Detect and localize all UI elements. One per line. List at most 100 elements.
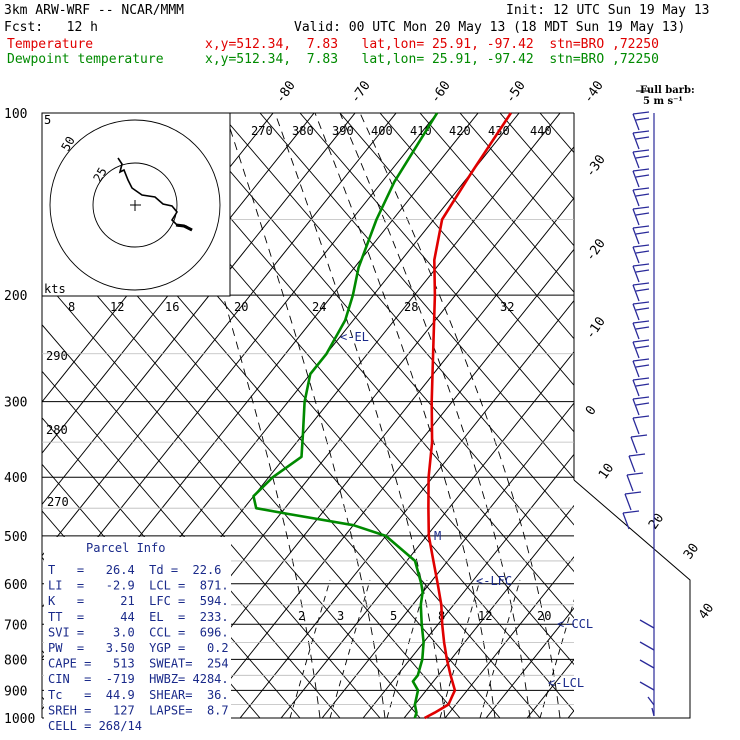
wind-barb-flag bbox=[632, 149, 650, 153]
barb-legend: Full barb: 5 m s⁻¹ bbox=[636, 85, 695, 107]
wind-barb-flag bbox=[635, 155, 650, 159]
dry-adiabat-label: 400 bbox=[371, 124, 393, 138]
pressure-tick-label: 100 bbox=[4, 107, 27, 122]
wind-barb-flag bbox=[632, 396, 650, 400]
isotherm-line bbox=[42, 113, 397, 557]
thetae-label: 8 bbox=[68, 300, 75, 314]
mixing-ratio-label: 5 bbox=[390, 609, 397, 623]
wind-barb-flag bbox=[635, 212, 650, 216]
isotherm-tick-label: -20 bbox=[583, 236, 609, 264]
wind-barb-flag bbox=[635, 307, 650, 311]
thetae-label: 28 bbox=[404, 300, 418, 314]
wind-barb-flag bbox=[632, 415, 650, 419]
level-annotations: <-EL <-LFC <-CCL <-LCL M bbox=[340, 330, 593, 690]
wind-barb-flag bbox=[635, 364, 650, 368]
wind-barb-flag bbox=[632, 187, 650, 191]
dry-adiabat-label: 270 bbox=[251, 124, 273, 138]
pressure-tick-label: 300 bbox=[4, 396, 27, 411]
isotherm-line bbox=[42, 113, 315, 454]
wind-barb bbox=[624, 493, 632, 511]
wind-barb-flag bbox=[628, 453, 646, 457]
wind-barbs bbox=[622, 111, 655, 717]
header: 3km ARW-WRF -- NCAR/MMM Init: 12 UTC Sun… bbox=[4, 3, 710, 67]
pressure-tick-label: 800 bbox=[4, 653, 27, 668]
wind-barb-flag bbox=[635, 117, 650, 121]
wind-barb bbox=[632, 151, 640, 169]
hodograph-ring-50: 50 bbox=[58, 134, 77, 154]
parcel-info-row: PW = 3.50 YGP = 0.2 bbox=[48, 641, 229, 655]
wind-barb-low bbox=[639, 641, 655, 651]
wind-barb-flag bbox=[635, 269, 650, 273]
wind-barb-flag bbox=[635, 345, 650, 349]
isotherm-tick-label: -80 bbox=[273, 78, 299, 106]
mixing-ratio-label: 3 bbox=[337, 609, 344, 623]
isotherm-tick-label: -30 bbox=[583, 152, 609, 180]
dry-adiabat-line bbox=[179, 113, 574, 573]
wind-barb-low bbox=[639, 659, 655, 669]
isotherm-line bbox=[321, 402, 574, 718]
dry-adiabat-label: 380 bbox=[292, 124, 314, 138]
isotherm-tick-label: -50 bbox=[503, 78, 529, 106]
wind-barb bbox=[632, 265, 640, 283]
dewpoint-info: x,y=512.34, 7.83 lat,lon= 25.91, -97.42 … bbox=[205, 52, 659, 67]
isotherm-line bbox=[42, 113, 438, 608]
wind-barb bbox=[632, 303, 640, 321]
isotherm-line bbox=[239, 299, 574, 718]
wind-barb-flag bbox=[632, 339, 650, 343]
wind-barb-flag bbox=[632, 111, 650, 115]
wind-barb bbox=[628, 455, 636, 473]
pressure-tick-label: 600 bbox=[4, 578, 27, 593]
parcel-info-row: LI = -2.9 LCL = 871. bbox=[48, 579, 229, 593]
dry-adiabat-line bbox=[219, 113, 574, 526]
dry-adiabat-line bbox=[259, 113, 574, 480]
forecast-hour: Fcst: 12 h bbox=[4, 20, 98, 35]
wind-barb-flag bbox=[632, 168, 650, 172]
parcel-info-box: Parcel Info T = 26.4 Td = 22.6 LI = -2.9 … bbox=[44, 537, 231, 733]
init-time: Init: 12 UTC Sun 19 May 13 bbox=[506, 3, 710, 18]
dry-adiabat-line bbox=[339, 113, 574, 386]
isotherm-line bbox=[485, 607, 574, 718]
isotherm-tick-label: 10 bbox=[596, 461, 617, 482]
dry-adiabat-line bbox=[419, 113, 574, 293]
profile-series bbox=[252, 112, 512, 720]
parcel-info-row: CELL = 268/14 bbox=[48, 719, 142, 733]
wind-barb-flag bbox=[635, 250, 650, 254]
parcel-info-row: TT = 44 EL = 233. bbox=[48, 610, 229, 624]
hodograph-unit: kts bbox=[44, 282, 66, 296]
mixing-ratio-line bbox=[329, 579, 371, 718]
barb-legend-line1: Full barb: bbox=[640, 85, 695, 96]
pressure-tick-label: 900 bbox=[4, 684, 27, 699]
dry-adiabat-line bbox=[42, 370, 341, 718]
mixing-ratio-label: 20 bbox=[537, 609, 551, 623]
mixing-ratio-line bbox=[479, 579, 521, 718]
wind-barb-flag bbox=[632, 282, 650, 286]
parcel-info-row: K = 21 LFC = 594. bbox=[48, 594, 229, 608]
isotherm-tick-label: 40 bbox=[696, 601, 717, 622]
isotherm-line bbox=[198, 248, 574, 718]
wind-barb bbox=[630, 436, 638, 454]
isotherm-tick-label: -70 bbox=[348, 78, 374, 106]
dewpoint-line bbox=[252, 112, 439, 719]
wind-barb bbox=[622, 512, 630, 530]
wind-barb bbox=[632, 170, 640, 188]
wind-barb-flag bbox=[630, 434, 648, 438]
wind-barb bbox=[626, 474, 634, 492]
dry-adiabat-line bbox=[700, 113, 740, 718]
dry-adiabat-label: 390 bbox=[332, 124, 354, 138]
parcel-info-row: CIN = -719 HWBZ= 4284. bbox=[48, 672, 229, 686]
dry-adiabat-label: 270 bbox=[47, 495, 69, 509]
wind-barb bbox=[632, 208, 640, 226]
thetae-label: 32 bbox=[500, 300, 514, 314]
wind-barb-flag bbox=[635, 193, 650, 197]
wind-barb bbox=[632, 379, 640, 397]
dry-adiabat-label: 290 bbox=[46, 349, 68, 363]
hodograph-ring-25: 25 bbox=[90, 165, 109, 185]
dry-adiabat-line bbox=[660, 113, 740, 718]
wind-barb-flag bbox=[635, 402, 650, 406]
parcel-info-row: Tc = 44.9 SHEAR= 36. bbox=[48, 688, 229, 702]
wind-barb bbox=[632, 284, 640, 302]
wind-barb-flag bbox=[632, 377, 650, 381]
thetae-label: 12 bbox=[110, 300, 124, 314]
wind-barb-flag bbox=[632, 130, 650, 134]
